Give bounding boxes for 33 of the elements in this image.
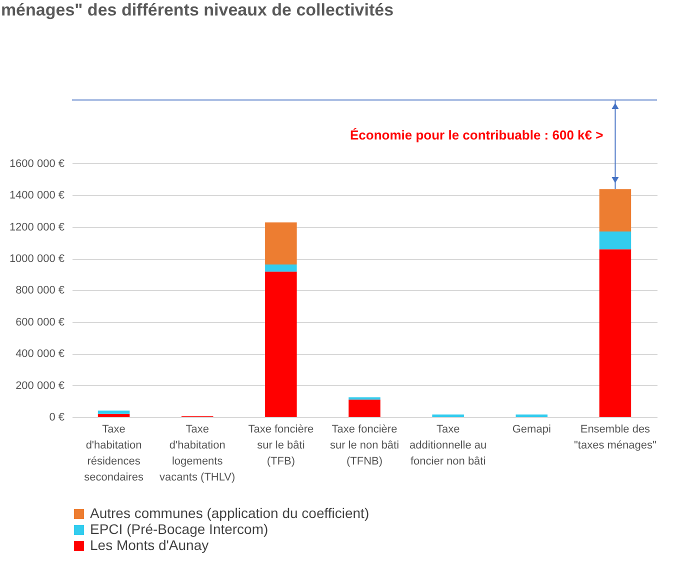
y-tick-label: 0 € — [49, 412, 64, 424]
bar — [599, 232, 632, 250]
x-tick-label: Taxe d'habitation logements vacants (THLV) — [160, 424, 236, 484]
bar — [599, 249, 632, 417]
y-tick-label: 600 000 € — [16, 316, 64, 328]
bar — [599, 189, 632, 232]
y-tick-label: 400 000 € — [16, 348, 64, 360]
bar — [432, 414, 464, 417]
bar — [516, 414, 548, 417]
legend-label: Autres communes (application du coefficient) — [90, 505, 370, 521]
y-tick-label: 1600 000 € — [9, 158, 64, 170]
y-tick-label: 1400 000 € — [9, 190, 64, 202]
x-tick-label: Taxe foncière sur le non bâti (TFNB) — [330, 424, 400, 468]
bar — [265, 222, 297, 265]
x-tick-label: Ensemble des "taxes ménages" — [574, 424, 657, 452]
bar — [348, 397, 380, 400]
y-tick-label: 1200 000 € — [9, 221, 64, 234]
legend-label: Les Monts d'Aunay — [90, 537, 209, 553]
y-tick-label: 800 000 € — [16, 284, 64, 297]
bar — [265, 272, 297, 417]
y-tick-label: 1000 000 € — [9, 253, 64, 265]
bar — [98, 410, 130, 414]
x-tick-label: Taxe d'habitation résidences secondaires — [84, 424, 144, 484]
y-tick-label: 200 000 € — [16, 380, 64, 392]
x-tick-label: Taxe additionnelle au foncier non bâti — [410, 424, 487, 468]
bar — [265, 264, 297, 272]
legend-label: EPCI (Pré-Bocage Intercom) — [90, 521, 268, 537]
chart-title: ménages" des différents niveaux de collectivités — [0, 0, 394, 20]
annotation: Économie pour le contribuable : 600 k€ > — [350, 128, 604, 143]
x-tick-label: Taxe foncière sur le bâti (TFB) — [248, 424, 314, 468]
bar — [348, 400, 380, 417]
x-tick-label: Gemapi — [512, 424, 551, 436]
bar — [98, 414, 130, 417]
